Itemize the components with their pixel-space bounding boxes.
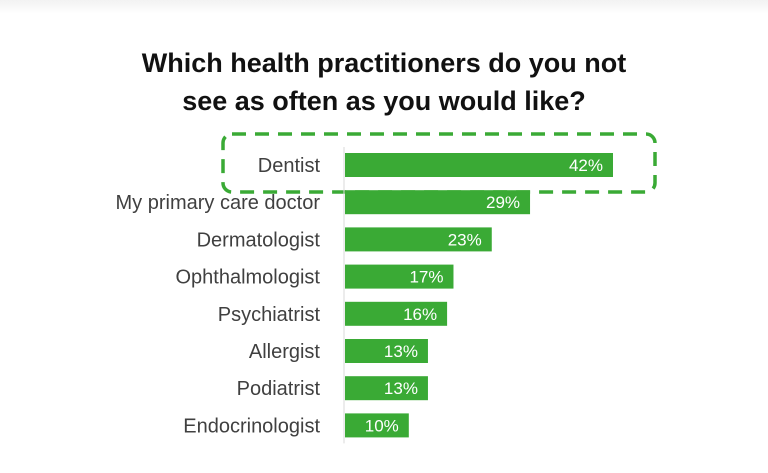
data-label-ophthalmologist: 17%: [409, 268, 443, 287]
bar-dermatologist: [345, 227, 492, 252]
category-label-dermatologist: Dermatologist: [197, 229, 321, 251]
category-label-my-primary-care-doctor: My primary care doctor: [116, 192, 321, 214]
top-shadow: [0, 0, 768, 14]
bar-ophthalmologist: [345, 264, 454, 289]
category-label-psychiatrist: Psychiatrist: [218, 304, 321, 326]
bar-podiatrist: [345, 376, 428, 401]
bar-allergist: [345, 339, 428, 363]
data-label-dermatologist: 23%: [448, 230, 482, 249]
chart-title-line-1: Which health practitioners do you not: [141, 48, 627, 78]
category-label-allergist: Allergist: [249, 341, 321, 363]
chart-title-line-2: see as often as you would like?: [182, 86, 586, 116]
chart-title: Which health practitioners do you not se…: [24, 44, 744, 120]
highlight-box-dentist: [221, 132, 657, 194]
category-label-ophthalmologist: Ophthalmologist: [175, 267, 320, 289]
data-label-my-primary-care-doctor: 29%: [486, 193, 520, 212]
category-label-podiatrist: Podiatrist: [237, 378, 321, 400]
bar-my-primary-care-doctor: [345, 190, 531, 215]
category-label-dentist: Dentist: [258, 155, 321, 177]
data-label-podiatrist: 13%: [384, 379, 418, 398]
data-label-endocrinologist: 10%: [365, 416, 399, 435]
bar-psychiatrist: [345, 301, 448, 326]
bar-endocrinologist: [345, 413, 409, 438]
data-label-dentist: 42%: [569, 156, 603, 175]
data-label-psychiatrist: 16%: [403, 305, 437, 324]
category-label-endocrinologist: Endocrinologist: [183, 415, 320, 437]
bar-dentist: [345, 153, 613, 177]
data-label-allergist: 13%: [384, 342, 418, 361]
